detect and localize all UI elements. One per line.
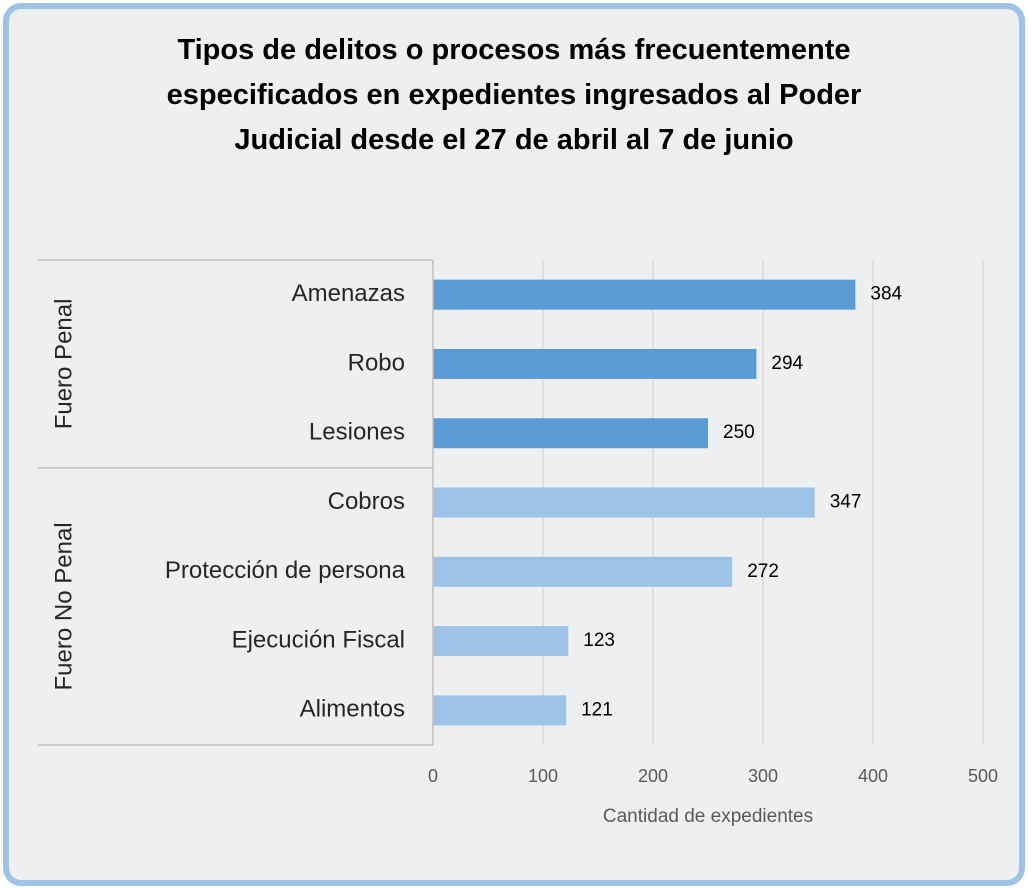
bar [433,418,708,449]
y-tick-label: Robo [348,349,405,376]
bar [433,626,569,657]
x-tick-label: 500 [968,766,998,786]
x-axis-label: Cantidad de expedientes [603,806,813,827]
value-label: 123 [583,630,615,651]
x-tick-label: 400 [858,766,888,786]
value-label: 121 [581,699,613,720]
value-label: 384 [870,284,902,305]
y-tick-label: Alimentos [300,696,405,723]
value-label: 294 [771,353,803,374]
bar [433,695,567,726]
bar [433,556,733,587]
value-label: 272 [747,561,779,582]
value-label: 250 [723,422,755,443]
value-label: 347 [830,492,862,513]
y-tick-label: Cobros [328,488,405,515]
y-tick-label: Ejecución Fiscal [232,626,405,653]
y-tick-label: Lesiones [309,419,405,446]
x-tick-label: 200 [638,766,668,786]
group-label: Fuero No Penal [50,522,77,690]
x-tick-label: 0 [428,766,438,786]
y-tick-label: Protección de persona [165,557,406,584]
bar [433,279,856,310]
y-tick-label: Amenazas [292,280,405,307]
x-tick-label: 100 [528,766,558,786]
group-label: Fuero Penal [50,299,77,430]
chart-title: Tipos de delitos o procesos más frecuent… [166,34,862,156]
x-tick-label: 300 [748,766,778,786]
bar [433,348,757,379]
bar [433,487,815,518]
